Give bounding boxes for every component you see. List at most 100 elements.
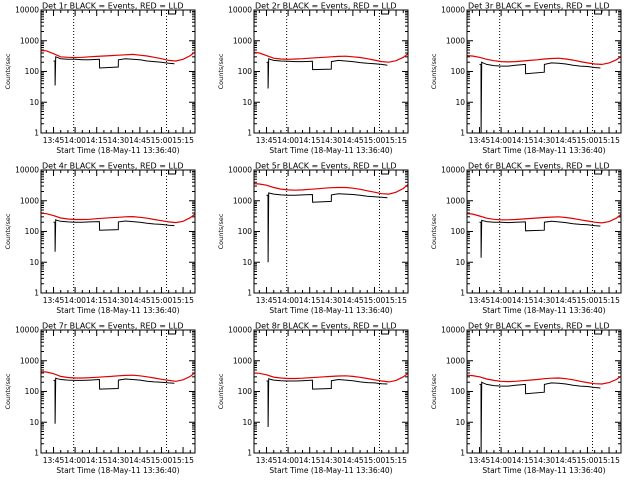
plot-frame [253,329,409,454]
x-tick-label: 14:00 [64,136,86,145]
chart-panel-7: Det 7r BLACK = Events, RED = LLD Counts/s… [4,322,196,475]
x-tick-label: 15:00 [151,296,173,305]
x-tick-label: 14:45 [129,136,151,145]
chart-panel-3: Det 3r BLACK = Events, RED = LLD Counts/s… [430,2,622,155]
y-tick-label: 1000 [20,36,39,45]
chart-panel-6: Det 6r BLACK = Events, RED = LLD Counts/s… [430,162,622,315]
chart-panel-9: Det 9r BLACK = Events, RED = LLD Counts/s… [430,322,622,475]
plot-frame [253,169,409,294]
top-bracket-marker [381,10,390,15]
series-events-line [53,377,175,424]
y-tick-label: 1 [34,129,39,138]
y-axis-label: Counts/sec [430,53,438,89]
x-tick-label: 14:15 [512,296,534,305]
x-tick-label: 15:00 [577,296,599,305]
y-tick-label: 1000 [446,196,465,205]
x-tick-label: 15:00 [151,136,173,145]
x-tick-label: 14:00 [277,296,299,305]
y-axis-label: Counts/sec [217,213,225,249]
x-tick-label: 15:15 [598,136,620,145]
x-tick-label: 15:00 [364,456,386,465]
series-lld-line [466,374,622,385]
y-tick-label: 1000 [20,196,39,205]
x-tick-label: 14:00 [277,456,299,465]
chart-panel-1: Det 1r BLACK = Events, RED = LLD Counts/s… [4,2,196,155]
y-tick-label: 10 [455,258,465,267]
series-lld-line [253,51,409,63]
x-tick-label: 14:45 [342,456,364,465]
series-events-line [266,377,388,428]
y-axis-label: Counts/sec [430,373,438,409]
x-axis-label: Start Time (18-May-11 13:36:40) [56,146,179,155]
y-axis-label: Counts/sec [217,373,225,409]
series-lld-line [40,371,196,382]
x-tick-label: 14:30 [320,296,342,305]
x-tick-label: 13:45 [469,456,491,465]
x-tick-label: 14:15 [86,456,108,465]
y-tick-label: 1 [34,449,39,458]
x-tick-label: 15:15 [172,456,194,465]
x-tick-label: 15:00 [577,136,599,145]
y-tick-label: 10000 [441,326,465,335]
x-tick-label: 13:45 [256,296,278,305]
series-lld-line [253,372,409,383]
plot-frame [466,169,622,294]
y-axis-label: Counts/sec [217,53,225,89]
y-tick-label: 100 [238,227,253,236]
x-tick-label: 14:15 [86,136,108,145]
series-lld-line [466,213,622,224]
y-tick-label: 10000 [15,6,39,15]
y-tick-label: 10 [29,418,39,427]
top-bracket-marker [168,330,177,335]
plot-frame [253,9,409,134]
y-tick-label: 10 [29,258,39,267]
y-tick-label: 1 [460,129,465,138]
y-tick-label: 1000 [233,196,252,205]
x-tick-label: 14:30 [107,136,129,145]
x-tick-label: 15:15 [598,296,620,305]
series-lld-line [40,212,196,224]
y-tick-label: 1000 [233,356,252,365]
series-events-line [266,57,388,89]
x-tick-label: 13:45 [43,296,65,305]
chart-title: Det 2r BLACK = Events, RED = LLD [255,2,397,11]
y-tick-label: 10 [242,98,252,107]
top-bracket-marker [594,330,603,335]
x-tick-label: 13:45 [256,456,278,465]
series-lld-line [40,50,196,62]
y-tick-label: 1 [460,289,465,298]
x-axis-label: Start Time (18-May-11 13:36:40) [482,146,605,155]
y-tick-label: 100 [451,67,466,76]
series-events-line [479,381,601,454]
y-tick-label: 1 [247,449,252,458]
y-tick-label: 1000 [446,356,465,365]
x-tick-label: 14:30 [107,456,129,465]
y-tick-label: 10000 [228,6,252,15]
x-tick-label: 14:30 [533,296,555,305]
x-tick-label: 14:15 [299,136,321,145]
x-tick-label: 14:15 [512,456,534,465]
y-tick-label: 10 [29,98,39,107]
x-tick-label: 14:45 [342,136,364,145]
x-tick-label: 13:45 [43,136,65,145]
x-axis-label: Start Time (18-May-11 13:36:40) [482,306,605,315]
y-tick-label: 10 [455,98,465,107]
plot-frame [466,329,622,454]
x-tick-label: 15:15 [385,456,407,465]
x-tick-label: 15:00 [151,456,173,465]
series-events-line [479,219,601,258]
series-events-line [53,56,175,86]
x-axis-label: Start Time (18-May-11 13:36:40) [482,466,605,475]
y-tick-label: 10000 [441,6,465,15]
series-lld-line [466,55,622,66]
y-tick-label: 1 [460,449,465,458]
x-tick-label: 14:00 [64,296,86,305]
x-tick-label: 14:30 [533,136,555,145]
top-bracket-marker [168,170,177,175]
x-tick-label: 14:00 [64,456,86,465]
x-tick-label: 15:15 [385,296,407,305]
x-tick-label: 14:15 [299,296,321,305]
x-tick-label: 13:45 [256,136,278,145]
chart-title: Det 8r BLACK = Events, RED = LLD [255,322,397,331]
